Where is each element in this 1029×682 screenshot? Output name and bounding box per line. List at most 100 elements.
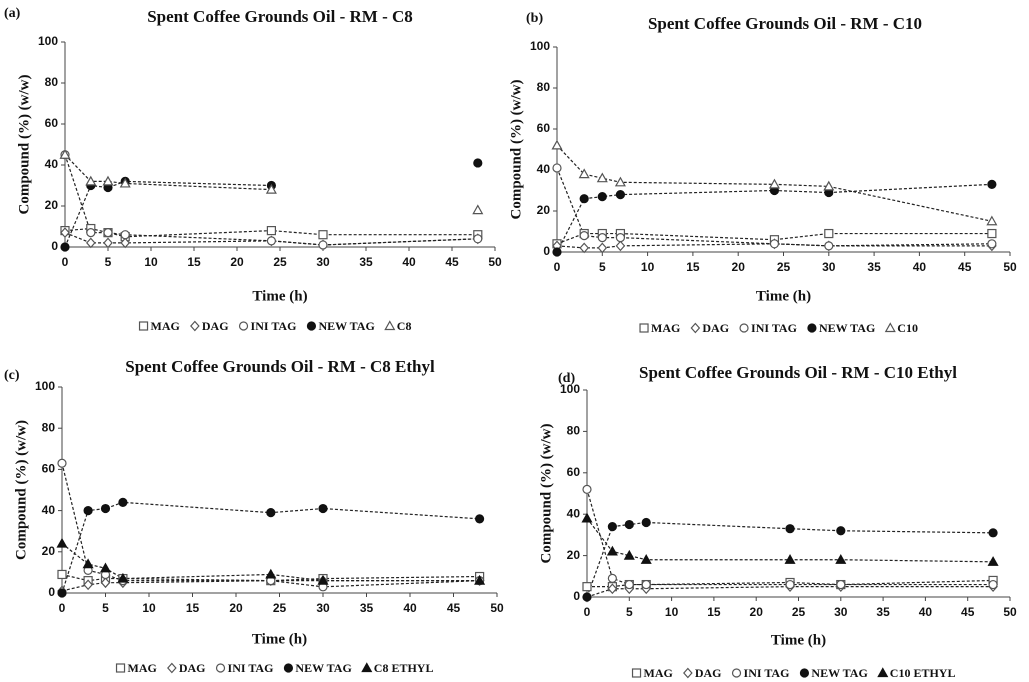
marker <box>785 524 795 534</box>
marker <box>578 168 590 179</box>
legend-label: MAG <box>644 666 673 680</box>
x-tick-label: 10 <box>144 255 158 269</box>
legend-label: INI TAG <box>751 321 797 335</box>
chart-title: Spent Coffee Grounds Oil - RM - C8 Ethyl <box>125 357 435 376</box>
x-tick-label: 25 <box>273 601 287 615</box>
marker <box>824 228 834 239</box>
x-tick-label: 0 <box>554 260 561 274</box>
marker <box>579 194 589 204</box>
legend-label: MAG <box>651 321 680 335</box>
marker <box>59 149 71 159</box>
x-tick-label: 50 <box>490 601 504 615</box>
legend-label: INI TAG <box>251 319 297 333</box>
x-tick-label: 0 <box>62 255 69 269</box>
marker <box>117 572 129 583</box>
x-tick-label: 15 <box>187 255 201 269</box>
marker <box>987 239 997 249</box>
x-tick-label: 50 <box>1003 605 1017 619</box>
legend-label: C10 <box>897 321 918 335</box>
y-axis-label: Compound (%) (w/w) <box>538 423 554 563</box>
marker <box>474 574 486 585</box>
marker <box>120 230 130 240</box>
legend-label: DAG <box>702 321 729 335</box>
chart: (b) Spent Coffee Grounds Oil - RM - C10 0 2… <box>508 11 1017 335</box>
x-tick-label: 45 <box>447 601 461 615</box>
chart: (d) Spent Coffee Grounds Oil - RM - C10 E… <box>538 363 1017 680</box>
marker <box>641 517 651 528</box>
panel-label: (c) <box>4 368 20 383</box>
marker <box>266 226 276 236</box>
y-tick-label: 40 <box>45 157 59 171</box>
marker <box>987 179 997 189</box>
y-tick-label: 0 <box>48 585 55 599</box>
marker <box>138 321 149 331</box>
panel-label: (d) <box>558 371 575 386</box>
x-tick-label: 30 <box>316 255 330 269</box>
marker <box>472 204 484 215</box>
x-tick-label: 50 <box>1003 260 1017 274</box>
marker <box>615 240 626 252</box>
x-tick-label: 25 <box>792 605 806 619</box>
x-tick-label: 35 <box>359 255 373 269</box>
y-tick-label: 40 <box>537 162 551 176</box>
marker <box>582 592 592 602</box>
legend-label: INI TAG <box>228 661 274 675</box>
x-tick-label: 5 <box>102 601 109 615</box>
y-tick-label: 20 <box>42 544 56 558</box>
marker <box>99 562 112 573</box>
legend: MAG DAG INI TAG NEW TAG C10 <box>639 321 918 335</box>
marker <box>103 237 113 249</box>
x-tick-label: 50 <box>488 255 502 269</box>
x-axis-label: Time (h) <box>252 631 307 647</box>
marker <box>987 556 999 566</box>
marker <box>100 503 111 514</box>
x-tick-label: 0 <box>59 601 66 615</box>
y-tick-label: 60 <box>537 121 551 135</box>
marker <box>473 158 483 168</box>
x-tick-label: 45 <box>445 255 459 269</box>
marker <box>190 320 200 332</box>
marker <box>835 554 847 564</box>
legend: MAG DAG INI TAG NEW TAG C8 <box>138 319 411 333</box>
marker <box>83 579 93 591</box>
marker <box>215 663 226 673</box>
x-axis-label: Time (h) <box>771 632 826 648</box>
x-tick-label: 10 <box>641 260 655 274</box>
legend-label: C10 ETHYL <box>890 666 956 680</box>
marker <box>579 242 589 254</box>
x-tick-label: 15 <box>707 605 721 619</box>
x-tick-label: 45 <box>958 260 972 274</box>
marker <box>615 190 626 200</box>
marker <box>614 176 626 187</box>
x-tick-label: 5 <box>599 260 606 274</box>
y-tick-label: 80 <box>537 80 551 94</box>
marker <box>318 240 328 250</box>
y-tick-label: 40 <box>42 503 56 517</box>
marker <box>640 554 652 564</box>
marker <box>384 320 396 331</box>
marker <box>475 514 485 524</box>
marker <box>85 175 97 186</box>
marker <box>551 139 563 150</box>
marker <box>690 322 701 334</box>
x-tick-label: 35 <box>360 601 374 615</box>
marker <box>836 526 846 536</box>
legend-label: INI TAG <box>744 666 790 680</box>
marker <box>769 239 780 249</box>
marker <box>317 574 329 585</box>
legend-label: MAG <box>128 661 157 675</box>
x-tick-label: 15 <box>186 601 200 615</box>
legend-label: MAG <box>151 319 180 333</box>
marker <box>56 537 68 548</box>
marker <box>784 554 796 564</box>
x-tick-label: 30 <box>316 601 330 615</box>
marker <box>607 573 617 583</box>
marker <box>361 662 373 673</box>
y-tick-label: 80 <box>567 424 581 438</box>
x-tick-label: 20 <box>732 260 746 274</box>
chart: (a) Spent Coffee Grounds Oil - RM - C8 0 20… <box>4 6 502 333</box>
x-tick-label: 20 <box>750 605 764 619</box>
x-tick-label: 30 <box>834 605 848 619</box>
marker <box>552 163 562 173</box>
legend-label: NEW TAG <box>819 321 875 335</box>
